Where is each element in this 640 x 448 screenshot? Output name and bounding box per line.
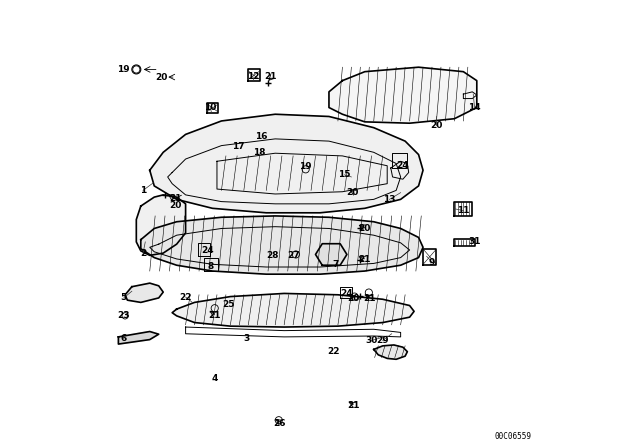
Polygon shape (172, 293, 414, 327)
Text: 2: 2 (140, 249, 146, 258)
Text: 22: 22 (327, 347, 340, 356)
Text: 21: 21 (264, 72, 277, 81)
Polygon shape (125, 283, 163, 302)
Text: 6: 6 (121, 334, 127, 343)
Polygon shape (118, 332, 159, 344)
Text: 8: 8 (207, 262, 213, 271)
Text: 24: 24 (202, 246, 214, 255)
Text: 15: 15 (339, 170, 351, 179)
Text: 20: 20 (346, 188, 358, 197)
Text: 4: 4 (212, 374, 218, 383)
Text: 20: 20 (156, 73, 168, 82)
Text: 19: 19 (300, 162, 312, 171)
Text: 24: 24 (340, 289, 353, 298)
Text: 00C06559: 00C06559 (494, 432, 531, 441)
Text: 29: 29 (376, 336, 389, 345)
Text: 5: 5 (121, 293, 127, 302)
Text: 13: 13 (383, 195, 396, 204)
Text: 21: 21 (363, 294, 376, 303)
Text: 31: 31 (468, 237, 481, 246)
Text: 11: 11 (457, 206, 470, 215)
Text: 21: 21 (358, 255, 371, 264)
Polygon shape (374, 345, 407, 359)
Text: 12: 12 (246, 72, 259, 81)
Text: 27: 27 (287, 251, 300, 260)
Text: 26: 26 (273, 419, 286, 428)
Text: 18: 18 (253, 148, 266, 157)
Text: 30: 30 (365, 336, 378, 345)
Text: 21: 21 (170, 194, 182, 202)
Text: 23: 23 (118, 311, 130, 320)
Text: 19: 19 (118, 65, 130, 74)
Polygon shape (136, 195, 186, 255)
Text: 20: 20 (358, 224, 371, 233)
Text: 9: 9 (429, 258, 435, 267)
Text: 7: 7 (333, 260, 339, 269)
Text: 3: 3 (243, 334, 249, 343)
Text: 14: 14 (468, 103, 481, 112)
Polygon shape (150, 114, 423, 213)
Text: 24: 24 (397, 161, 409, 170)
Text: 17: 17 (232, 142, 244, 151)
Polygon shape (329, 67, 477, 123)
Text: 20: 20 (430, 121, 443, 130)
Text: 25: 25 (222, 300, 234, 309)
Text: 21: 21 (348, 401, 360, 410)
Polygon shape (316, 244, 347, 265)
Text: 16: 16 (255, 132, 268, 141)
Text: 20: 20 (348, 294, 360, 303)
Text: 1: 1 (140, 186, 146, 195)
Text: 20: 20 (170, 201, 182, 210)
Text: 28: 28 (267, 251, 279, 260)
Text: 21: 21 (209, 311, 221, 320)
Text: 10: 10 (204, 103, 216, 112)
Polygon shape (141, 216, 423, 274)
Text: 22: 22 (179, 293, 192, 302)
